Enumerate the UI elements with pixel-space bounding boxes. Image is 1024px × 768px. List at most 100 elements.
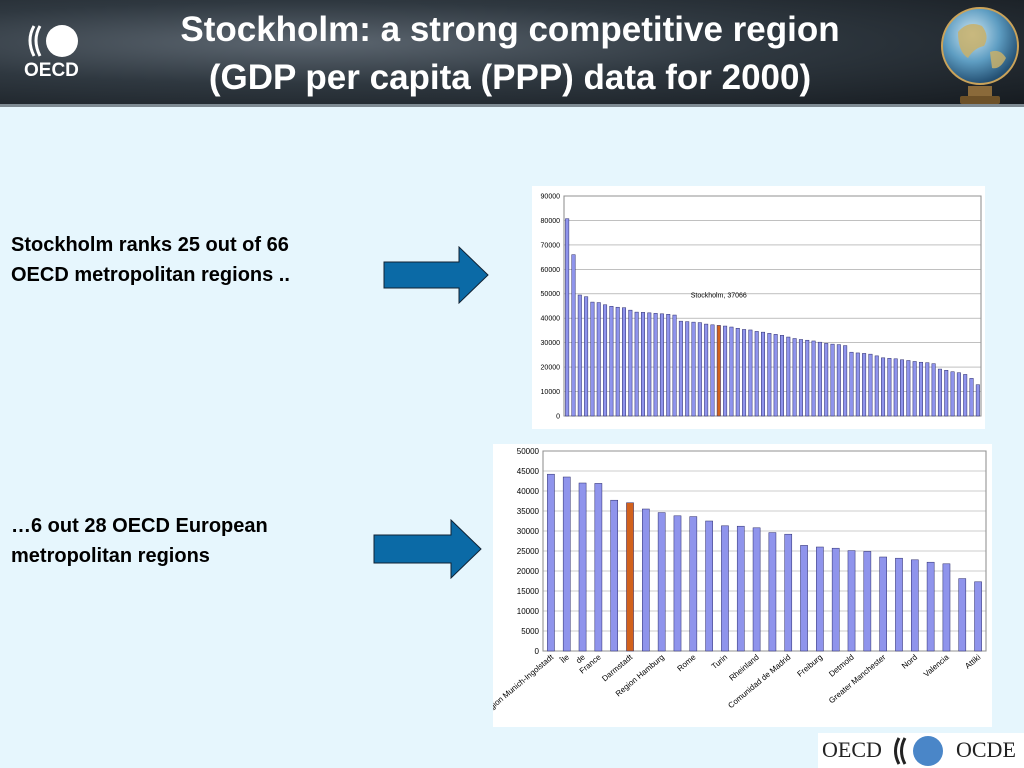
chart1-bar-stockholm [716,325,721,417]
chart1-bar [779,335,784,417]
chart2-bar [547,473,555,652]
chart1-bar [640,312,645,417]
chart1-bar [710,324,715,417]
chart1-bar [761,331,766,417]
chart1-bar [565,218,570,417]
chart2-bar [689,516,698,652]
chart-2-svg: 0 5000 10000 15000 20000 25000 30000 35000 40000… [480,447,987,718]
chart1-y-tick-label: 20000 [541,365,561,372]
chart1-bar [937,368,942,417]
chart1-bar [653,313,658,417]
chart2-bar [895,557,903,652]
arrow-right-icon [383,246,489,304]
chart1-bar [786,336,791,417]
chart1-bar [577,294,582,417]
chart2-bar [752,527,761,652]
chart2-bar [942,563,951,652]
chart1-bar [805,339,810,417]
chart1-bar [704,323,709,417]
footer-ocde-text: OCDE [956,737,1016,762]
chart1-y-tick-label: 50000 [541,291,561,298]
chart2-bar [879,556,887,652]
chart1-bar [900,359,905,417]
chart2-x-tick-label: Valencia [922,652,951,679]
chart1-bar [906,360,911,417]
chart2-y-tick-label: 45000 [517,467,540,476]
bullet-text-2: …6 out 28 OECD European metropolitan reg… [11,511,268,571]
chart1-bar [830,343,835,417]
chart2-bar [673,515,682,652]
chart2-bar [800,545,808,652]
chart2-y-tick-label: 20000 [517,567,540,576]
chart1-bar [691,321,696,417]
chart2-bar [721,525,729,652]
chart1-bar [918,361,923,417]
globe-icon [941,7,1019,104]
chart1-bar [748,329,753,417]
chart2-bar [578,482,587,652]
chart1-bar [735,327,740,417]
chart2-bar [847,550,856,652]
chart1-bar [659,313,664,417]
chart1-bar [647,312,652,417]
chart2-y-tick-label: 0 [535,647,540,656]
chart1-bar [931,363,936,417]
chart1-bar [855,352,860,417]
chart2-x-tick-label: Region Munich-Ingolstadt [493,652,556,718]
chart2-bar [926,561,935,652]
chart2-bar [768,532,777,652]
chart2-bar [784,533,793,652]
chart1-bar [811,340,816,417]
chart1-bar [697,322,702,417]
chart1-bar [868,353,873,417]
chart1-y-tick-label: 40000 [541,316,561,323]
chart2-y-tick-label: 10000 [517,607,540,616]
chart2-x-tick-label: Turin [710,653,730,671]
footer-logo: OECD OCDE [818,733,1024,768]
chart1-bar [767,333,772,417]
chart1-bar [887,358,892,417]
chart1-bar [944,370,949,417]
chart1-plot-area [563,195,982,417]
chart1-bar [963,374,968,417]
chart2-y-tick-label: 35000 [517,507,540,516]
chart1-bar [571,254,576,417]
chart2-y-tick-label: 30000 [517,527,540,536]
chart1-bar [628,309,633,417]
chart1-y-tick-label: 90000 [541,193,561,200]
logo-text: OECD [24,60,79,81]
chart1-y-tick-label: 80000 [541,218,561,225]
chart2-y-tick-label: 15000 [517,587,540,596]
chart2-bar [657,512,666,652]
chart1-bar [817,341,822,417]
bullet-1-line-1: Stockholm ranks 25 out of 66 [11,234,289,256]
chart2-bar [642,508,650,652]
chart1-bar [862,353,867,417]
chart1-bar [843,345,848,417]
chart1-y-tick-label: 30000 [541,340,561,347]
chart1-bar [723,325,728,417]
chart1-bar [634,311,639,417]
bullet-2-line-1: …6 out 28 OECD European [11,515,268,537]
chart2-x-tick-label: Freiburg [796,653,825,679]
chart1-bar [729,326,734,417]
chart1-bar [893,358,898,417]
title-line-2: (GDP per capita (PPP) data for 2000) [208,58,812,97]
bullet-1-line-2: OECD metropolitan regions .. [11,264,290,286]
chart2-bar [562,476,571,652]
bullet-2-line-2: metropolitan regions [11,545,210,567]
chart1-y-tick-label: 10000 [541,389,561,396]
bullet-text-1: Stockholm ranks 25 out of 66 OECD metrop… [11,230,290,290]
footer-oecd-text: OECD [822,737,882,762]
chart-european-metro-regions: 0 5000 10000 15000 20000 25000 30000 35000 40000… [480,444,992,727]
chart2-y-tick-label: 5000 [521,627,539,636]
chart1-bar [609,305,614,417]
chart2-bar [958,578,967,652]
page-title: Stockholm: a strong competitive region (… [95,6,925,102]
chart1-y-tick-label: 70000 [541,242,561,249]
chart1-bar [912,361,917,417]
chart2-bar [705,520,713,652]
chart2-bar [816,546,824,652]
chart1-bar [685,321,690,417]
chart1-bar [742,329,747,417]
